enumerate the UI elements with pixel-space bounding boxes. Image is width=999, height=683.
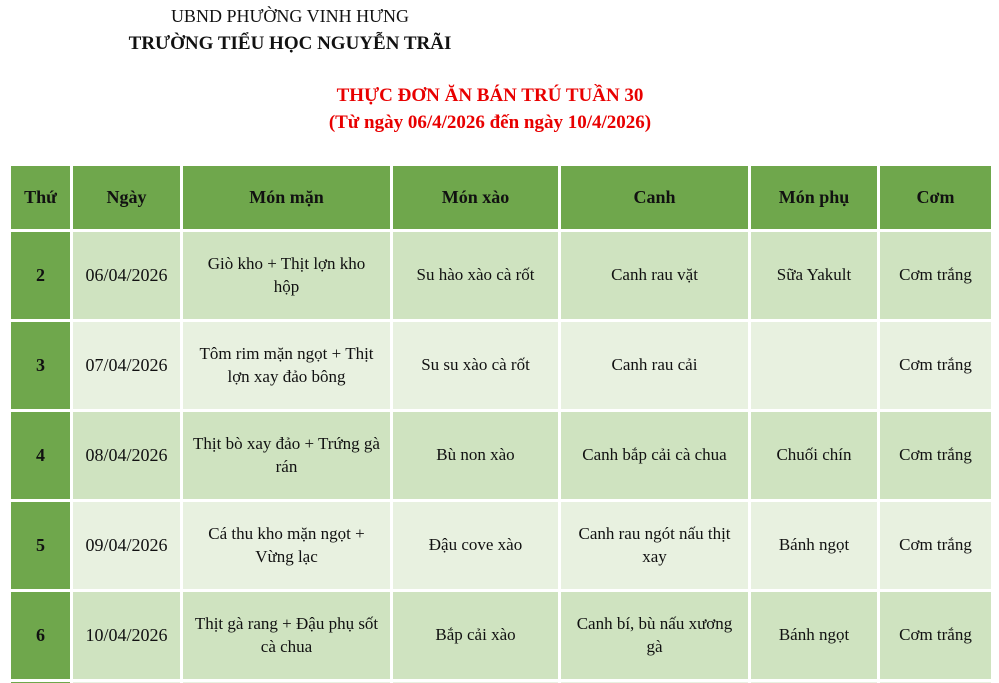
menu-title-block: THỰC ĐƠN ĂN BÁN TRÚ TUẦN 30 (Từ ngày 06/… <box>0 84 980 135</box>
header-cell-mon-xao: Món xào <box>390 163 561 232</box>
main-dish-cell: Thịt bò xay đảo + Trứng gà rán <box>180 409 393 502</box>
stirfry-dish-cell: Đậu cove xào <box>390 499 561 592</box>
day-cell: 5 <box>8 499 73 592</box>
header-cell-com: Cơm <box>877 163 994 232</box>
header-cell-mon-phu: Món phụ <box>748 163 880 232</box>
soup-cell: Canh bắp cải cà chua <box>558 409 751 502</box>
main-dish-cell: Cá thu kho mặn ngọt + Vừng lạc <box>180 499 393 592</box>
table-row-thursday: 5 09/04/2026 Cá thu kho mặn ngọt + Vừng … <box>8 499 994 592</box>
stirfry-dish-cell: Su su xào cà rốt <box>390 319 561 412</box>
org-name-parent: UBND PHƯỜNG VINH HƯNG <box>170 6 410 26</box>
stirfry-dish-cell: Su hào xào cà rốt <box>390 229 561 322</box>
day-cell: 2 <box>8 229 73 322</box>
header-row: Thứ Ngày Món mặn Món xào Canh Món phụ Cơ… <box>8 163 994 232</box>
side-dish-cell: Sữa Yakult <box>748 229 880 322</box>
stirfry-dish-cell: Bù non xào <box>390 409 561 502</box>
rice-cell: Cơm trắng <box>877 229 994 322</box>
side-dish-cell: Chuối chín <box>748 409 880 502</box>
table-row-wednesday: 4 08/04/2026 Thịt bò xay đảo + Trứng gà … <box>8 409 994 502</box>
partial-next-row <box>8 679 994 683</box>
soup-cell: Canh rau ngót nấu thịt xay <box>558 499 751 592</box>
soup-cell: Canh rau vặt <box>558 229 751 322</box>
rice-cell: Cơm trắng <box>877 589 994 682</box>
header-cell-thu: Thứ <box>8 163 73 232</box>
soup-cell: Canh rau cải <box>558 319 751 412</box>
main-dish-cell: Giò kho + Thịt lợn kho hộp <box>180 229 393 322</box>
stirfry-dish-cell: Bắp cải xào <box>390 589 561 682</box>
main-dish-cell: Tôm rim mặn ngọt + Thịt lợn xay đảo bông <box>180 319 393 412</box>
side-dish-cell <box>748 319 880 412</box>
side-dish-cell: Bánh ngọt <box>748 499 880 592</box>
header-cell-mon-man: Món mặn <box>180 163 393 232</box>
day-cell: 4 <box>8 409 73 502</box>
day-cell: 3 <box>8 319 73 412</box>
header-cell-canh: Canh <box>558 163 751 232</box>
day-cell: 6 <box>8 589 73 682</box>
school-name: TRƯỜNG TIỂU HỌC NGUYỄN TRÃI <box>128 33 452 55</box>
menu-table: Thứ Ngày Món mặn Món xào Canh Món phụ Cơ… <box>8 163 994 683</box>
rice-cell: Cơm trắng <box>877 499 994 592</box>
menu-title: THỰC ĐƠN ĂN BÁN TRÚ TUẦN 30 <box>336 85 644 106</box>
rice-cell: Cơm trắng <box>877 319 994 412</box>
date-cell: 08/04/2026 <box>70 409 183 502</box>
header-cell-ngay: Ngày <box>70 163 183 232</box>
date-cell: 10/04/2026 <box>70 589 183 682</box>
menu-date-range: (Từ ngày 06/4/2026 đến ngày 10/4/2026) <box>328 111 652 133</box>
side-dish-cell: Bánh ngọt <box>748 589 880 682</box>
main-dish-cell: Thịt gà rang + Đậu phụ sốt cà chua <box>180 589 393 682</box>
date-cell: 07/04/2026 <box>70 319 183 412</box>
date-cell: 09/04/2026 <box>70 499 183 592</box>
org-header: UBND PHƯỜNG VINH HƯNG TRƯỜNG TIỂU HỌC NG… <box>0 4 580 57</box>
table-row-monday: 2 06/04/2026 Giò kho + Thịt lợn kho hộp … <box>8 229 994 322</box>
day-cell-partial <box>8 679 73 683</box>
rice-cell: Cơm trắng <box>877 409 994 502</box>
date-cell: 06/04/2026 <box>70 229 183 322</box>
soup-cell: Canh bí, bù nấu xương gà <box>558 589 751 682</box>
table-row-friday: 6 10/04/2026 Thịt gà rang + Đậu phụ sốt … <box>8 589 994 682</box>
table-row-tuesday: 3 07/04/2026 Tôm rim mặn ngọt + Thịt lợn… <box>8 319 994 412</box>
